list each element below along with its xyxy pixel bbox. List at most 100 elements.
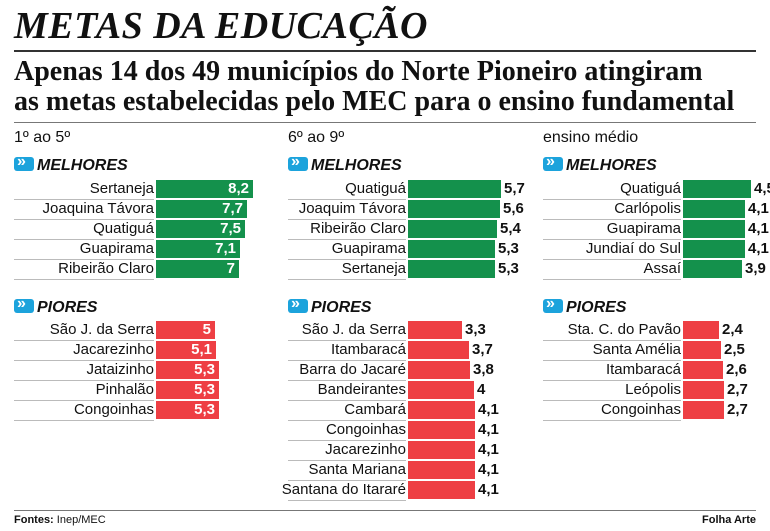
double-arrow-icon [543, 153, 563, 171]
subtitle-line-2: as metas estabelecidas pelo MEC para o e… [14, 86, 735, 117]
value-label: 7,7 [222, 200, 243, 217]
value-label: 5,3 [194, 381, 215, 398]
column-title: ensino médio [543, 129, 639, 146]
bar [683, 200, 745, 218]
bar [156, 220, 245, 238]
section-label: PIORES [311, 299, 372, 316]
section-label: PIORES [37, 299, 98, 316]
municipality-label: Itambaracá [330, 341, 406, 358]
table-row: Ribeirão Claro [288, 219, 406, 240]
municipality-label: Leópolis [625, 381, 681, 398]
value-label: 4,1 [748, 240, 769, 257]
table-row: Assaí [543, 259, 681, 280]
table-row: Joaquim Távora [288, 199, 406, 220]
municipality-label: Sta. C. do Pavão [567, 321, 681, 338]
municipality-label: Santana do Itararé [281, 481, 406, 498]
municipality-label: Quatiguá [93, 220, 154, 237]
value-label: 8,2 [228, 180, 249, 197]
bar [408, 381, 474, 399]
best-section-heading: MELHORES [14, 153, 128, 175]
municipality-label: Carlópolis [614, 200, 681, 217]
value-label: 5,1 [191, 341, 212, 358]
table-row: Jacarezinho [14, 340, 154, 361]
value-label: 3,9 [745, 260, 766, 277]
section-label: MELHORES [566, 157, 657, 174]
table-row: Congoinhas [288, 420, 406, 441]
value-label: 4,1 [478, 401, 499, 418]
municipality-label: Quatiguá [620, 180, 681, 197]
value-label: 7,1 [215, 240, 236, 257]
value-label: 3,7 [472, 341, 493, 358]
value-label: 2,4 [722, 321, 743, 338]
value-label: 7,5 [220, 220, 241, 237]
table-row: Congoinhas [14, 400, 154, 421]
municipality-label: Jataizinho [86, 361, 154, 378]
municipality-label: Assaí [643, 260, 681, 277]
bar [683, 240, 745, 258]
bar [156, 381, 219, 399]
municipality-label: Joaquina Távora [42, 200, 154, 217]
credit-note: Folha Arte [702, 514, 756, 526]
bar [408, 180, 501, 198]
municipality-label: Quatiguá [345, 180, 406, 197]
bar [408, 361, 470, 379]
double-arrow-icon [543, 295, 563, 313]
value-label: 3,8 [473, 361, 494, 378]
double-arrow-icon [14, 153, 34, 171]
table-row: Carlópolis [543, 199, 681, 220]
worst-section-heading: PIORES [288, 295, 372, 317]
value-label: 3,3 [465, 321, 486, 338]
value-label: 4,1 [478, 441, 499, 458]
table-row: Itambaracá [543, 360, 681, 381]
footer-rule [14, 510, 756, 511]
bar [408, 441, 475, 459]
table-row: Sta. C. do Pavão [543, 320, 681, 341]
municipality-label: Guapirama [79, 240, 154, 257]
table-row: Quatiguá [14, 219, 154, 240]
table-row: São J. da Serra [288, 320, 406, 341]
municipality-label: Itambaracá [605, 361, 681, 378]
value-label: 4,1 [478, 481, 499, 498]
subtitle-rule [14, 122, 756, 123]
source-value: Inep/MEC [56, 514, 106, 526]
municipality-label: Guapirama [606, 220, 681, 237]
municipality-label: Jundiaí do Sul [585, 240, 681, 257]
bar [408, 421, 475, 439]
municipality-label: São J. da Serra [301, 321, 406, 338]
chart-title: METAS DA EDUCAÇÃO [14, 5, 428, 47]
source-label: Fontes: [14, 514, 54, 526]
value-label: 5,3 [498, 240, 519, 257]
table-row: Barra do Jacaré [288, 360, 406, 381]
bar [408, 260, 495, 278]
municipality-label: Congoinhas [73, 401, 154, 418]
bar [156, 200, 247, 218]
municipality-label: São J. da Serra [49, 321, 154, 338]
value-label: 4,1 [748, 220, 769, 237]
municipality-label: Jacarezinho [73, 341, 154, 358]
value-label: 4,1 [478, 461, 499, 478]
table-row: Sertaneja [288, 259, 406, 280]
bar [156, 361, 219, 379]
double-arrow-icon [288, 295, 308, 313]
value-label: 4,1 [748, 200, 769, 217]
section-label: PIORES [566, 299, 627, 316]
municipality-label: Ribeirão Claro [310, 220, 406, 237]
section-label: MELHORES [37, 157, 128, 174]
bar [683, 260, 742, 278]
municipality-label: Sertaneja [89, 180, 154, 197]
value-label: 2,5 [724, 341, 745, 358]
bar [408, 341, 469, 359]
table-row: Quatiguá [288, 179, 406, 200]
table-row: Guapirama [543, 219, 681, 240]
bar [683, 381, 724, 399]
table-row: Jundiaí do Sul [543, 239, 681, 260]
municipality-label: Joaquim Távora [298, 200, 406, 217]
value-label: 5,4 [500, 220, 521, 237]
value-label: 5,3 [498, 260, 519, 277]
value-label: 2,7 [727, 401, 748, 418]
bar [156, 180, 253, 198]
value-label: 2,6 [726, 361, 747, 378]
table-row: Santa Mariana [288, 460, 406, 481]
best-section-heading: MELHORES [543, 153, 657, 175]
table-row: Jataizinho [14, 360, 154, 381]
